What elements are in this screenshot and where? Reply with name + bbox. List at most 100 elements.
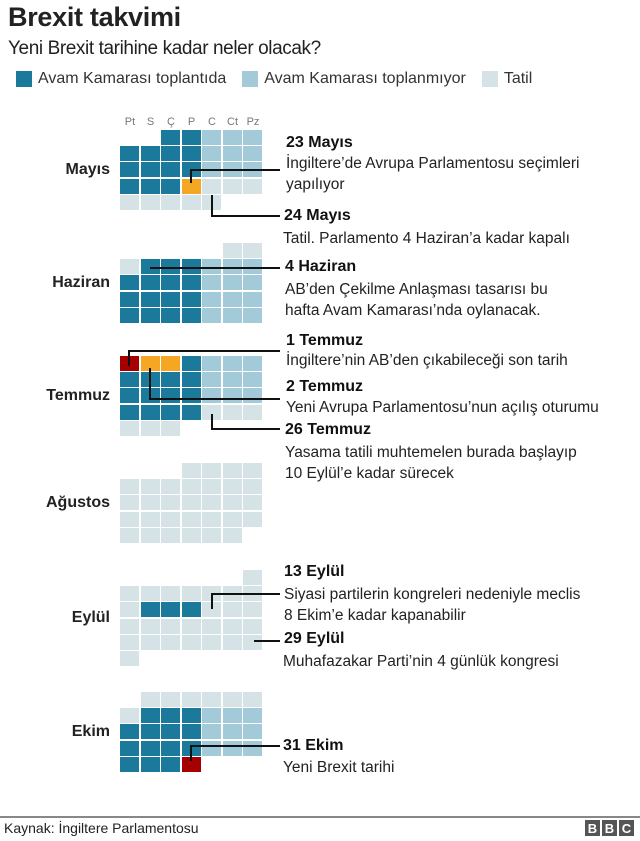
calendar-day-cell [161, 586, 180, 602]
calendar-day-cell [202, 372, 221, 388]
calendar-day-cell [222, 634, 242, 650]
calendar-day-cell [120, 275, 139, 291]
footer-divider [0, 816, 640, 818]
annotation-date-may24: 24 Mayıs [284, 207, 351, 224]
calendar-day-cell [120, 586, 139, 602]
weekday-label: P [187, 116, 196, 128]
calendar-day-cell [120, 495, 139, 511]
legend-item-sitting: Avam Kamarası toplantıda [16, 70, 226, 88]
calendar-day-cell [181, 194, 201, 210]
calendar-day-cell [120, 162, 139, 178]
annotation-date-jul2: 2 Temmuz [286, 378, 364, 395]
legend-label: Avam Kamarası toplantıda [38, 70, 227, 87]
calendar-day-cell [202, 495, 221, 511]
calendar-day-cell [243, 479, 262, 495]
calendar-day-cell [202, 388, 221, 404]
calendar-day-cell [243, 372, 262, 388]
calendar-day-cell [140, 692, 160, 707]
calendar-day-cell [202, 634, 221, 650]
calendar-day-cell [140, 495, 160, 511]
calendar-day-cell [140, 708, 160, 724]
calendar-day-cell [181, 511, 201, 527]
calendar-day-cell [222, 602, 242, 618]
annotation-text-oct31: Yeni Brexit tarihi [283, 759, 395, 776]
legend: Avam Kamarası toplantıda Avam Kamarası t… [16, 70, 548, 88]
calendar-day-cell [120, 404, 139, 420]
calendar-day-cell [140, 740, 160, 756]
calendar-day-cell [140, 404, 160, 420]
calendar-day-cell [161, 404, 180, 420]
calendar-day-cell [243, 495, 262, 511]
calendar-day-cell [222, 243, 242, 258]
calendar-day-cell [202, 356, 221, 371]
calendar-day-cell [243, 692, 262, 707]
calendar-day-cell [161, 511, 180, 527]
calendar-day-cell [140, 511, 160, 527]
weekday-label: S [146, 116, 155, 128]
calendar-day-cell [243, 146, 262, 162]
calendar-day-cell [243, 570, 262, 585]
calendar-day-cell [181, 178, 201, 194]
calendar-day-cell [222, 307, 242, 323]
calendar-day-cell [140, 479, 160, 495]
annotation-line: AB’den Çekilme Anlaşması tasarısı bu [285, 281, 548, 298]
calendar-day-cell [222, 511, 242, 527]
calendar-day-cell [243, 275, 262, 291]
calendar-day-cell [161, 178, 180, 194]
calendar-day-cell [181, 404, 201, 420]
annotation-line: 8 Ekim’e kadar kapanabilir [284, 607, 466, 624]
calendar-day-cell [181, 463, 201, 478]
annotation-text-jul1: İngiltere’nin AB’den çıkabileceği son ta… [286, 352, 568, 369]
annotation-date-sep13: 13 Eylül [284, 563, 345, 580]
calendar-day-cell [202, 724, 221, 740]
calendar-day-cell [120, 618, 139, 634]
calendar-day-cell [140, 618, 160, 634]
calendar-day-cell [161, 756, 180, 772]
legend-label: Avam Kamarası toplanmıyor [264, 70, 466, 87]
calendar-day-cell [202, 740, 221, 756]
calendar-day-cell [243, 602, 262, 618]
calendar-day-cell [120, 307, 139, 323]
calendar-day-cell [181, 495, 201, 511]
calendar-day-cell [181, 130, 201, 145]
annotation-line: yapılıyor [286, 176, 345, 193]
calendar-day-cell [120, 527, 139, 543]
annotation-text-jul2: Yeni Avrupa Parlamentosu’nun açılış otur… [286, 399, 599, 416]
calendar-day-cell [222, 372, 242, 388]
calendar-day-cell [202, 463, 221, 478]
calendar-day-cell [222, 692, 242, 707]
annotation-date-jul26: 26 Temmuz [285, 421, 371, 438]
legend-label: Tatil [503, 70, 533, 87]
calendar-day-cell [120, 178, 139, 194]
legend-swatch-not-sitting [242, 71, 259, 87]
calendar-day-cell [243, 243, 262, 258]
calendar-day-cell [243, 291, 262, 307]
calendar-day-cell [181, 146, 201, 162]
calendar-day-cell [120, 602, 139, 618]
calendar-day-cell [161, 602, 180, 618]
calendar-day-cell [222, 404, 242, 420]
calendar-day-cell [181, 527, 201, 543]
annotation-line: hafta Avam Kamarası’nda oylanacak. [285, 302, 541, 319]
calendar-day-cell [181, 756, 201, 772]
calendar-day-cell [222, 463, 242, 478]
calendar-day-cell [181, 708, 201, 724]
annotation-date-oct31: 31 Ekim [283, 737, 344, 754]
calendar-day-cell [161, 708, 180, 724]
annotation-date-jul1: 1 Temmuz [286, 332, 364, 349]
calendar-day-cell [202, 479, 221, 495]
annotation-line: Siyasi partilerin kongreleri nedeniyle m… [284, 586, 581, 603]
calendar-day-cell [140, 275, 160, 291]
calendar-day-cell [161, 146, 180, 162]
calendar-day-cell [222, 259, 242, 275]
calendar-day-cell [161, 162, 180, 178]
calendar-day-cell [161, 194, 180, 210]
calendar-day-cell [140, 178, 160, 194]
calendar-day-cell [181, 388, 201, 404]
calendar-day-cell [120, 259, 139, 275]
month-label: Haziran [52, 273, 110, 291]
annotation-line: İngiltere’de Avrupa Parlamentosu seçimle… [286, 155, 580, 172]
annotation-date-sep29: 29 Eylül [284, 630, 345, 647]
annotation-text-sep13: Siyasi partilerin kongreleri nedeniyle m… [284, 584, 634, 626]
calendar-day-cell [161, 634, 180, 650]
